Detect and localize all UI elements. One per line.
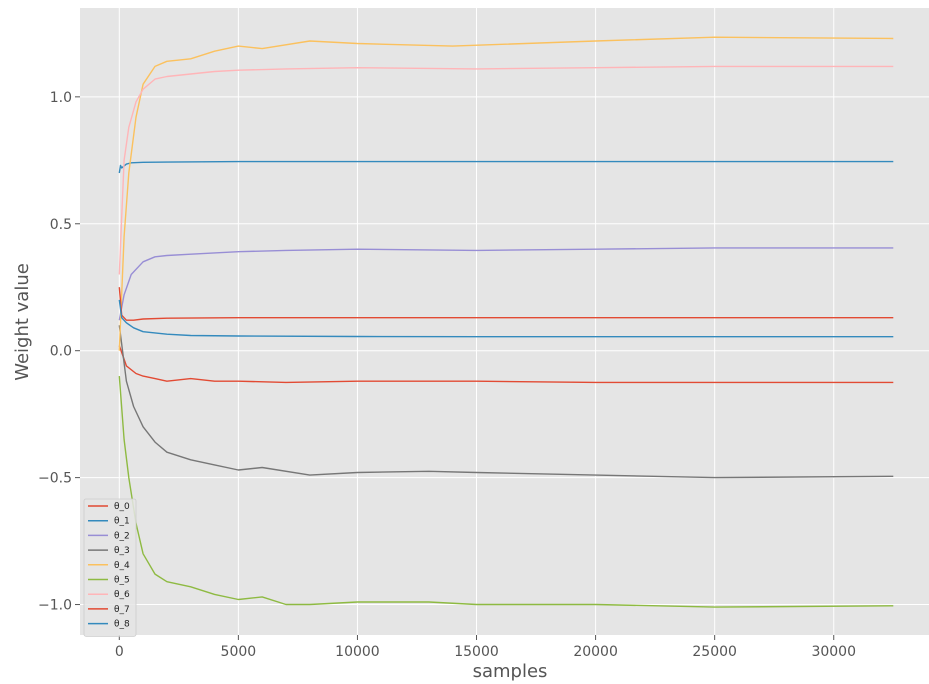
x-tick-label: 20000 (573, 644, 618, 660)
legend-label-1: θ_1 (114, 517, 130, 527)
y-axis-ticks: −1.0 −0.5 0.0 0.5 1.0 (38, 90, 80, 614)
legend-label-3: θ_3 (114, 546, 130, 556)
legend: θ_0 θ_1 θ_2 θ_3 θ_4 θ_5 θ_6 θ_7 θ_8 (83, 498, 137, 637)
series-line-1 (118, 160, 894, 174)
x-tick-label: 15000 (454, 644, 499, 660)
series-line-0 (118, 345, 894, 384)
x-tick-label: 25000 (692, 644, 737, 660)
series-line-8 (118, 299, 894, 338)
x-tick-label: 10000 (335, 644, 380, 660)
y-tick-label: −0.5 (38, 471, 72, 487)
legend-label-7: θ_7 (114, 605, 130, 615)
y-tick-label: 1.0 (50, 90, 72, 106)
plot-background (80, 8, 929, 635)
y-axis-label: Weight value (12, 263, 33, 381)
x-tick-label: 30000 (811, 644, 856, 660)
legend-label-6: θ_6 (114, 590, 130, 600)
x-tick-label: 0 (115, 644, 124, 660)
x-tick-label: 5000 (221, 644, 257, 660)
legend-label-4: θ_4 (114, 561, 130, 571)
y-tick-label: −1.0 (38, 598, 72, 614)
x-axis-label: samples (473, 661, 548, 682)
series-line-2 (118, 247, 894, 321)
series-line-6 (118, 65, 894, 275)
legend-label-5: θ_5 (114, 576, 130, 586)
y-tick-label: 0.0 (50, 344, 72, 360)
series-line-4 (118, 36, 894, 351)
legend-label-8: θ_8 (114, 620, 130, 630)
legend-frame (83, 498, 137, 637)
series-line-7 (118, 287, 894, 321)
series-lines (118, 36, 894, 608)
x-axis-ticks: 0 5000 10000 15000 20000 25000 30000 (115, 635, 856, 660)
series-line-3 (118, 325, 894, 479)
legend-label-2: θ_2 (114, 531, 130, 541)
legend-label-0: θ_0 (114, 502, 130, 512)
grid-lines (80, 8, 929, 635)
y-tick-label: 0.5 (50, 217, 72, 233)
